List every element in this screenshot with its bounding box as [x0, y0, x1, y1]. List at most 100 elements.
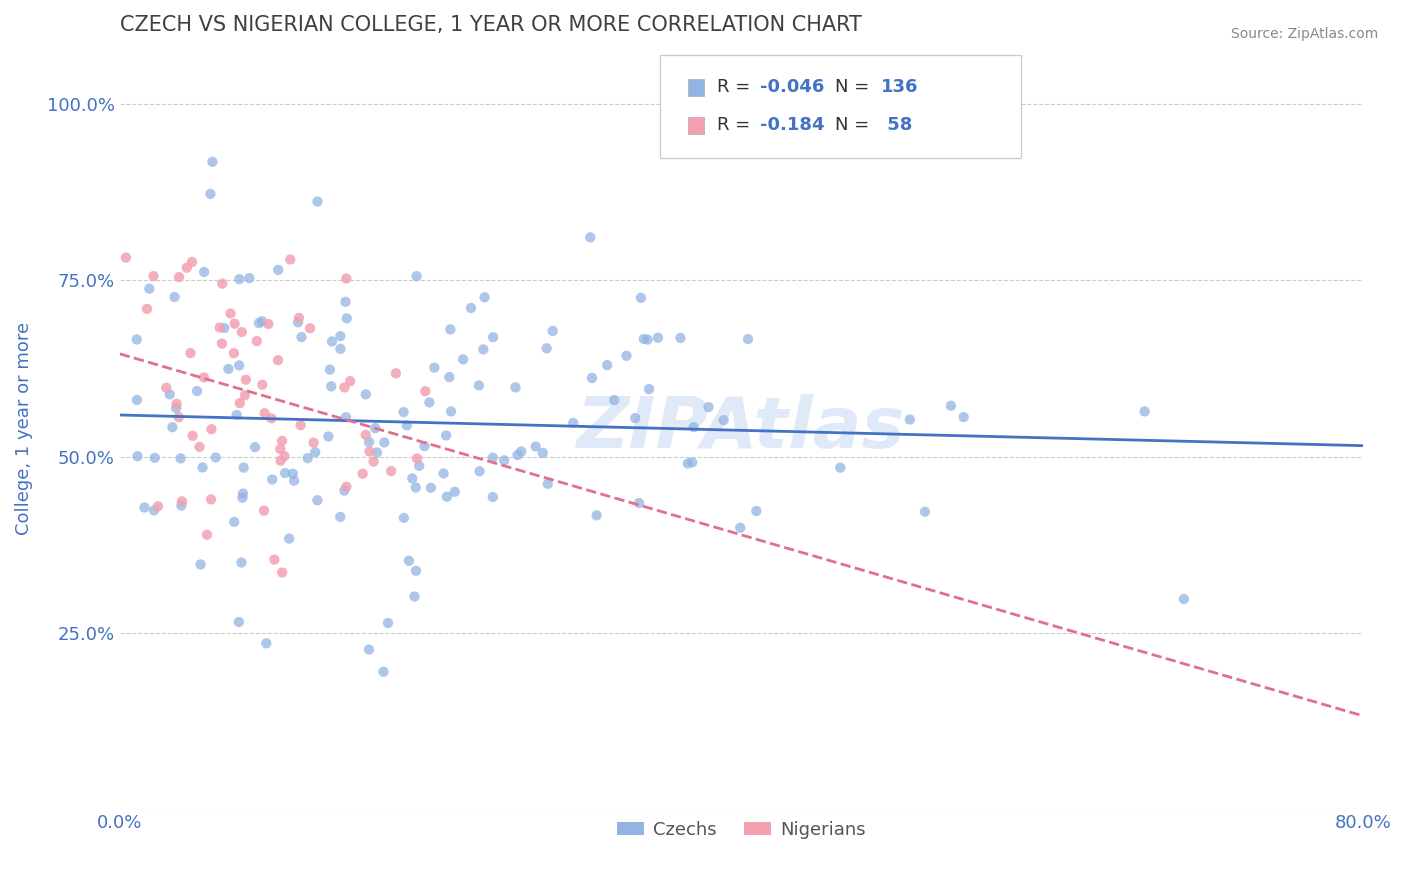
- Point: [169, 451, 191, 466]
- Point: [319, 362, 342, 376]
- Point: [228, 615, 250, 629]
- Point: [252, 377, 274, 392]
- Point: [636, 333, 658, 347]
- Y-axis label: College, 1 year or more: College, 1 year or more: [15, 322, 32, 535]
- Text: N =: N =: [835, 78, 875, 96]
- Point: [181, 255, 204, 269]
- Point: [233, 388, 256, 402]
- Text: -0.184: -0.184: [761, 116, 824, 135]
- Point: [579, 230, 602, 244]
- Point: [281, 467, 304, 481]
- Point: [254, 636, 277, 650]
- Point: [596, 358, 619, 372]
- Point: [143, 450, 166, 465]
- Point: [170, 499, 193, 513]
- Point: [208, 320, 231, 334]
- Point: [329, 509, 352, 524]
- Point: [398, 554, 420, 568]
- Point: [432, 467, 454, 481]
- Point: [737, 332, 759, 346]
- Point: [318, 429, 340, 443]
- Point: [333, 380, 356, 394]
- Point: [222, 346, 245, 360]
- Point: [952, 410, 974, 425]
- Point: [380, 464, 402, 478]
- Point: [405, 564, 427, 578]
- Point: [439, 370, 461, 384]
- Point: [219, 306, 242, 320]
- Point: [329, 342, 352, 356]
- Point: [541, 324, 564, 338]
- Point: [482, 330, 505, 344]
- Point: [257, 317, 280, 331]
- Point: [181, 429, 204, 443]
- Point: [914, 505, 936, 519]
- Point: [418, 395, 440, 409]
- Point: [246, 334, 269, 348]
- Point: [232, 486, 254, 500]
- Point: [585, 508, 607, 523]
- Point: [307, 194, 329, 209]
- Point: [472, 343, 495, 357]
- Point: [243, 440, 266, 454]
- Point: [267, 263, 290, 277]
- Point: [413, 439, 436, 453]
- Point: [143, 503, 166, 517]
- Point: [304, 445, 326, 459]
- Point: [267, 353, 290, 368]
- Point: [537, 476, 560, 491]
- Point: [271, 566, 294, 580]
- Point: [745, 504, 768, 518]
- Point: [404, 590, 426, 604]
- Point: [278, 532, 301, 546]
- Point: [451, 352, 474, 367]
- Point: [406, 451, 429, 466]
- Point: [392, 511, 415, 525]
- Point: [125, 333, 148, 347]
- Point: [274, 466, 297, 480]
- Point: [146, 500, 169, 514]
- Point: [225, 408, 247, 422]
- FancyBboxPatch shape: [688, 78, 704, 95]
- Point: [335, 410, 357, 425]
- Point: [195, 528, 218, 542]
- Point: [616, 349, 638, 363]
- Point: [468, 464, 491, 478]
- Point: [269, 442, 291, 456]
- Point: [211, 277, 233, 291]
- Point: [898, 412, 921, 426]
- Point: [728, 521, 751, 535]
- Point: [354, 428, 377, 442]
- Point: [231, 491, 253, 505]
- Point: [127, 449, 149, 463]
- Point: [125, 392, 148, 407]
- Point: [377, 615, 399, 630]
- Point: [166, 397, 188, 411]
- Point: [260, 411, 283, 425]
- Point: [697, 400, 720, 414]
- Text: Source: ZipAtlas.com: Source: ZipAtlas.com: [1230, 27, 1378, 41]
- Point: [250, 314, 273, 328]
- Point: [179, 346, 201, 360]
- Point: [336, 311, 359, 326]
- Point: [167, 410, 190, 425]
- Point: [434, 428, 457, 442]
- Point: [176, 260, 198, 275]
- Point: [405, 269, 427, 284]
- Point: [830, 460, 852, 475]
- Point: [200, 492, 222, 507]
- Point: [270, 453, 292, 467]
- Point: [630, 291, 652, 305]
- Point: [373, 435, 395, 450]
- Point: [299, 321, 322, 335]
- Point: [263, 552, 285, 566]
- Point: [524, 440, 547, 454]
- Point: [1173, 592, 1195, 607]
- Point: [468, 378, 491, 392]
- Point: [339, 374, 361, 388]
- Point: [357, 642, 380, 657]
- Point: [271, 434, 294, 448]
- Point: [115, 251, 138, 265]
- Text: CZECH VS NIGERIAN COLLEGE, 1 YEAR OR MORE CORRELATION CHART: CZECH VS NIGERIAN COLLEGE, 1 YEAR OR MOR…: [120, 15, 862, 35]
- Point: [155, 381, 177, 395]
